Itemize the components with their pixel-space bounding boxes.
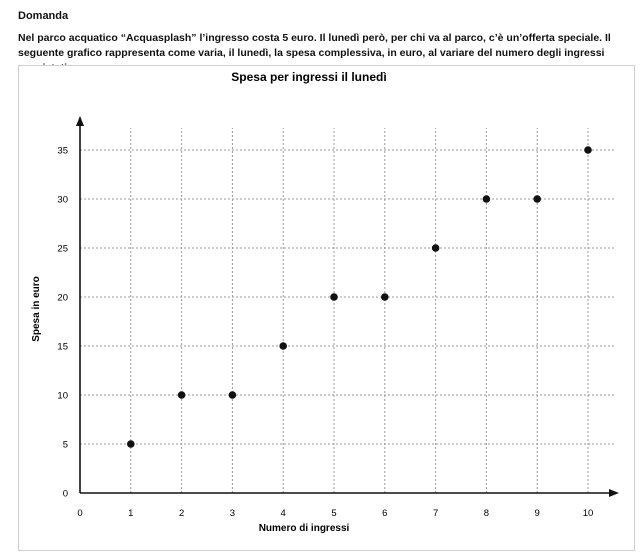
x-tick-label: 9: [535, 508, 540, 519]
chart-title: Spesa per ingressi il lunedì: [231, 70, 386, 84]
x-tick-label: 6: [382, 508, 387, 519]
y-tick-label: 35: [57, 146, 68, 157]
chart-grid: [80, 128, 616, 493]
x-tick-label: 10: [583, 508, 594, 519]
data-point: [584, 146, 592, 154]
y-axis-arrow: [76, 116, 84, 126]
chart-tick-labels: 0 1 2 3 4 5 6 7 8 9 10 0 5 10 15 20 25 30 35: [57, 146, 593, 520]
data-point: [381, 293, 389, 301]
scatter-chart: Spesa per ingressi il lunedì 0 1 2 3 4 5 6 7 8 9 1…: [31, 70, 619, 534]
x-tick-label: 5: [331, 508, 336, 519]
data-point: [431, 244, 440, 252]
x-tick-label: 8: [484, 508, 489, 519]
x-tick-label: 2: [179, 508, 184, 519]
data-point: [330, 293, 338, 301]
chart-points: [127, 146, 592, 448]
y-tick-label: 0: [63, 489, 68, 500]
x-tick-label: 1: [128, 508, 133, 519]
x-tick-label: 0: [77, 508, 82, 519]
x-axis-label: Numero di ingressi: [259, 523, 350, 534]
y-tick-label: 20: [57, 293, 68, 304]
y-tick-label: 15: [57, 342, 68, 353]
y-tick-label: 30: [57, 195, 68, 206]
x-axis-arrow: [609, 489, 619, 497]
y-tick-label: 5: [63, 440, 68, 451]
question-heading: Domanda: [18, 10, 69, 22]
chart-axes: [76, 116, 619, 497]
data-point: [127, 440, 135, 448]
y-tick-label: 25: [57, 244, 68, 255]
data-point: [177, 391, 186, 399]
data-point: [279, 342, 288, 350]
data-point: [228, 391, 237, 399]
chart-figure: Spesa per ingressi il lunedì 0 1 2 3 4 5 6 7 8 9 1…: [18, 65, 635, 551]
data-point: [533, 195, 541, 203]
y-tick-label: 10: [57, 391, 68, 402]
data-point: [482, 195, 491, 203]
y-axis-label: Spesa in euro: [31, 276, 42, 342]
x-tick-label: 3: [230, 508, 235, 519]
x-tick-label: 7: [433, 508, 438, 519]
x-tick-label: 4: [281, 508, 286, 519]
